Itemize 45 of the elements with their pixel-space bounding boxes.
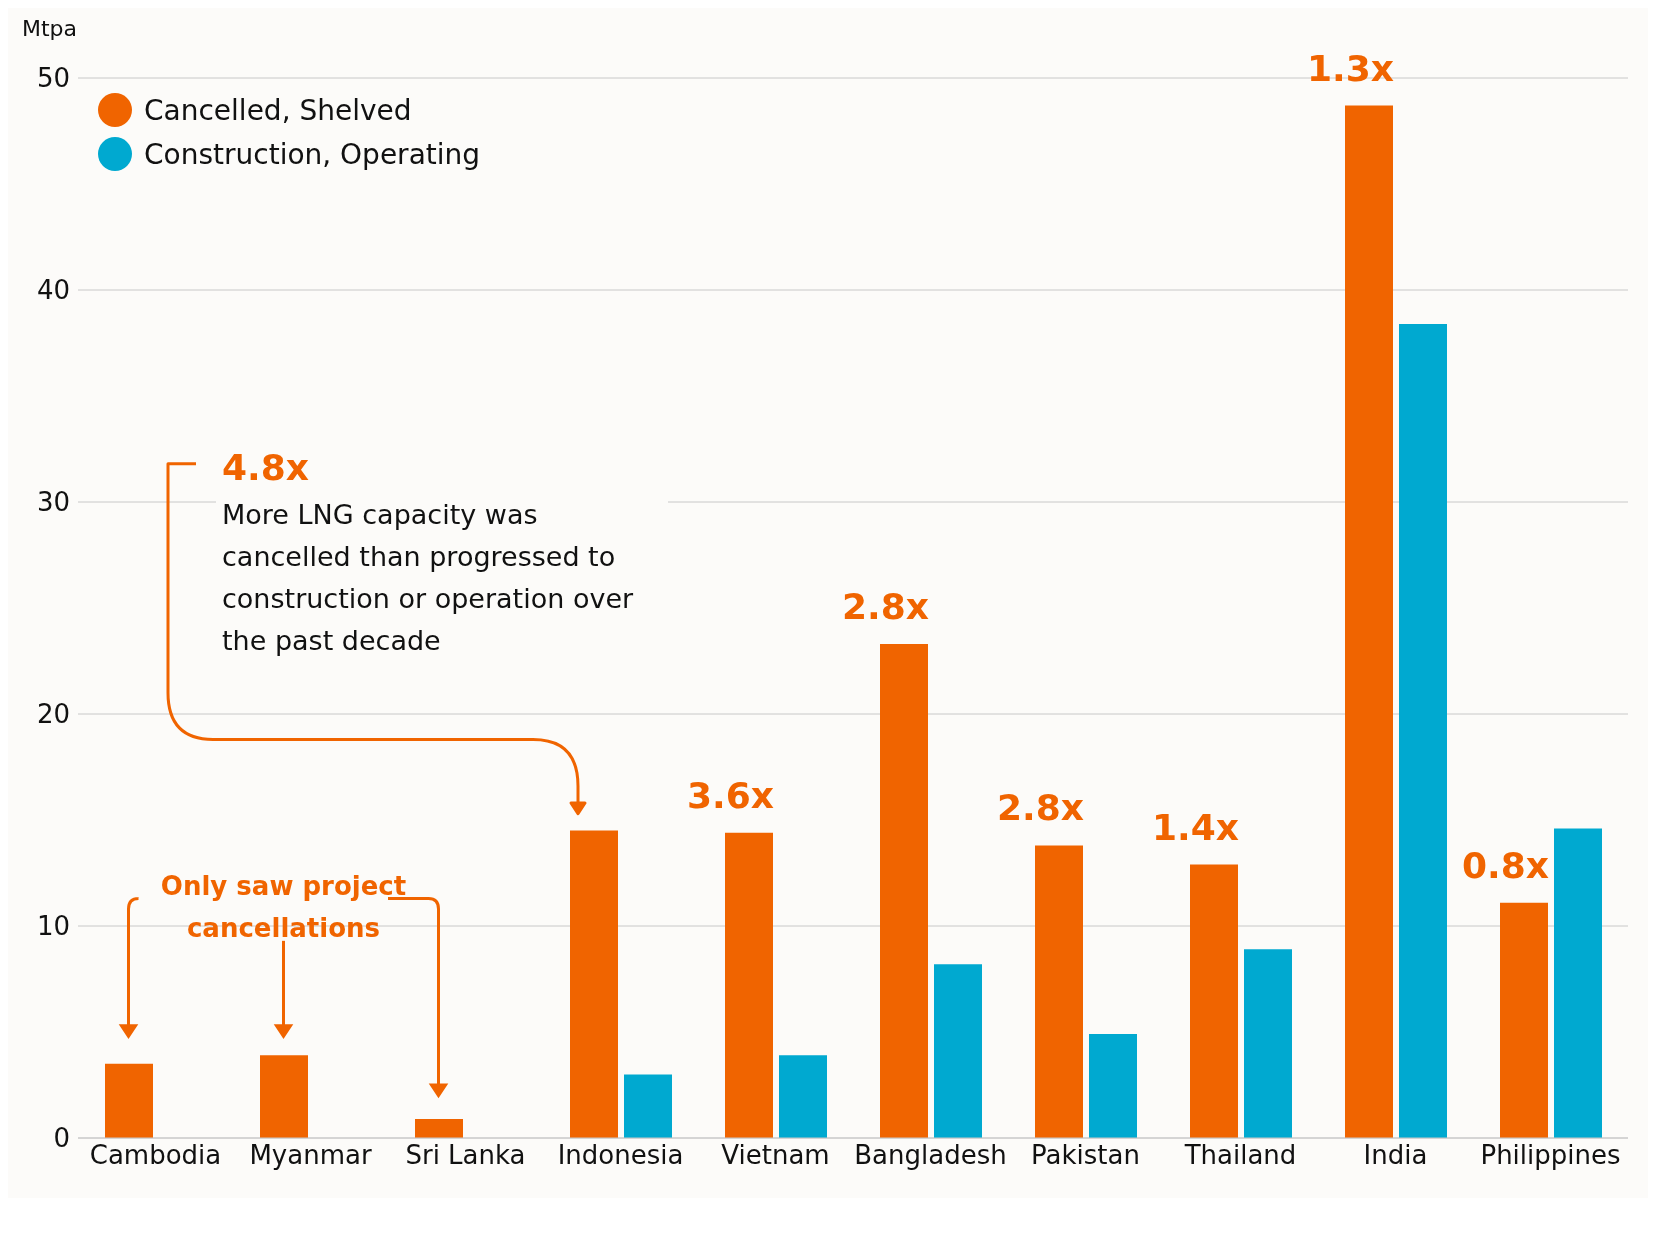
bar bbox=[1035, 845, 1083, 1138]
x-tick-label: Philippines bbox=[1480, 1140, 1621, 1171]
x-tick-label: Bangladesh bbox=[854, 1140, 1007, 1171]
bar bbox=[260, 1055, 308, 1138]
bar bbox=[1399, 323, 1447, 1138]
bar bbox=[624, 1074, 672, 1138]
x-tick-label: Vietnam bbox=[721, 1140, 830, 1171]
legend-label: Construction, Operating bbox=[144, 137, 481, 171]
y-tick-label: 0 bbox=[53, 1123, 70, 1154]
bar bbox=[1089, 1034, 1137, 1138]
bar bbox=[880, 644, 928, 1138]
x-tick-label: Myanmar bbox=[249, 1140, 372, 1171]
bar bbox=[1345, 105, 1393, 1138]
bar bbox=[1190, 864, 1238, 1138]
annotation: 4.8x bbox=[216, 446, 315, 488]
bar bbox=[725, 832, 773, 1138]
bar bbox=[934, 964, 982, 1138]
y-tick-label: 50 bbox=[36, 63, 70, 94]
annotation: 1.4x bbox=[1151, 806, 1240, 848]
bar bbox=[105, 1063, 153, 1138]
legend-label: Cancelled, Shelved bbox=[144, 93, 412, 127]
x-tick-label: Pakistan bbox=[1031, 1140, 1140, 1171]
annotation: 1.3x bbox=[1306, 47, 1395, 89]
bar bbox=[779, 1055, 827, 1138]
y-tick-label: 10 bbox=[36, 911, 70, 942]
x-tick-label: Thailand bbox=[1183, 1140, 1297, 1171]
annotation: 3.6x bbox=[686, 774, 775, 816]
bar bbox=[1244, 949, 1292, 1138]
bar bbox=[415, 1118, 463, 1138]
y-tick-label: 20 bbox=[36, 699, 70, 730]
annotation: 2.8x bbox=[996, 787, 1085, 829]
x-tick-label: Cambodia bbox=[89, 1140, 222, 1171]
y-tick-label: 40 bbox=[36, 275, 70, 306]
bar bbox=[570, 830, 618, 1138]
x-tick-label: Sri Lanka bbox=[405, 1140, 526, 1171]
annotation: More LNG capacity was cancelled than progressed to construction or operation over the past decade bbox=[216, 493, 668, 662]
annotation: 0.8x bbox=[1461, 844, 1550, 886]
annotation: 2.8x bbox=[841, 586, 930, 628]
x-tick-label: India bbox=[1363, 1140, 1428, 1171]
bar bbox=[1500, 902, 1548, 1138]
y-axis-title: Mtpa bbox=[22, 16, 78, 41]
bar bbox=[1554, 828, 1602, 1138]
annotation: Only saw project cancellations bbox=[159, 869, 408, 945]
y-tick-label: 30 bbox=[36, 487, 70, 518]
x-tick-label: Indonesia bbox=[557, 1140, 684, 1171]
